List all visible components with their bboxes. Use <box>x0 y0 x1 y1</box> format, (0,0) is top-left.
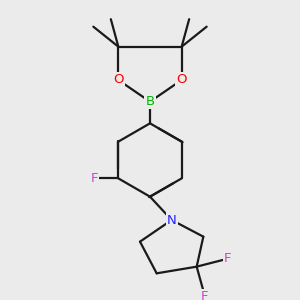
Text: F: F <box>201 290 208 300</box>
Text: O: O <box>113 74 124 86</box>
Text: F: F <box>91 172 98 185</box>
Text: N: N <box>167 214 176 226</box>
Text: O: O <box>176 74 187 86</box>
Text: F: F <box>224 252 231 265</box>
Text: B: B <box>146 95 154 108</box>
